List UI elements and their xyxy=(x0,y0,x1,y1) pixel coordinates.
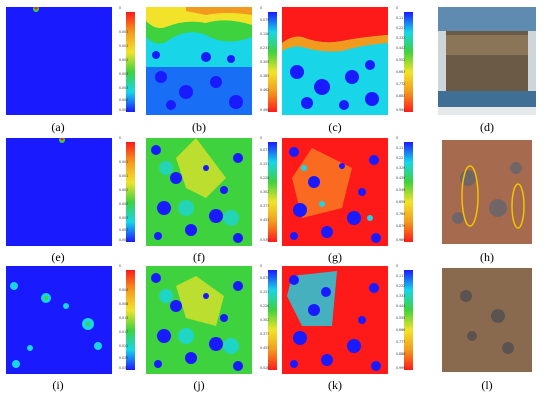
colorbar-e xyxy=(126,142,135,242)
colorbar-j xyxy=(268,270,277,370)
damage-map-b xyxy=(146,7,252,115)
caption-d: (d) xyxy=(480,120,494,134)
damage-map-a xyxy=(6,7,112,115)
damage-map-g xyxy=(282,138,388,246)
damage-map-i xyxy=(6,266,112,374)
colorbar-c xyxy=(404,12,413,112)
colorbar-b-ticks: 0 0.079 0.158 0.231 0.305 0.385 0.462 0.… xyxy=(260,6,270,112)
caption-a: (a) xyxy=(51,120,65,134)
damage-map-c xyxy=(282,7,388,115)
colorbar-g xyxy=(404,142,413,242)
colorbar-b xyxy=(268,12,277,112)
colorbar-c-ticks: 0 0.11 0.221 0.332 0.442 0.552 0.663 0.7… xyxy=(396,6,406,112)
damage-map-k xyxy=(282,266,388,374)
colorbar-f-ticks: 0 0.077 0.151 0.228 0.302 0.377 0.453 0.… xyxy=(260,136,270,242)
colorbar-j-ticks: 0 0.075 0.151 0.226 0.302 0.377 0.453 0.… xyxy=(260,264,270,370)
caption-e: (e) xyxy=(51,250,65,264)
colorbar-g-ticks: 0 0.11 0.22 0.329 0.439 0.549 0.659 0.76… xyxy=(396,136,406,242)
colorbar-i-ticks: 0 0.004 0.008 0.013 0.017 0.021 0.025 0.… xyxy=(119,264,129,370)
caption-k: (k) xyxy=(328,378,342,392)
specimen-photo-l xyxy=(438,266,536,374)
colorbar-i xyxy=(126,270,135,370)
caption-c: (c) xyxy=(328,120,342,134)
colorbar-k xyxy=(404,270,413,370)
colorbar-a xyxy=(126,12,135,112)
colorbar-k-ticks: 0 0.111 0.222 0.333 0.444 0.555 0.666 0.… xyxy=(396,264,406,370)
damage-map-e xyxy=(6,138,112,246)
caption-f: (f) xyxy=(193,250,205,264)
caption-b: (b) xyxy=(192,120,206,134)
caption-i: (i) xyxy=(52,378,64,392)
caption-l: (l) xyxy=(481,378,493,392)
colorbar-e-ticks: 0 0.001 0.001 0.002 0.002 0.003 0.003 0.… xyxy=(119,136,129,242)
caption-h: (h) xyxy=(480,250,494,264)
colorbar-a-ticks: 0 0.001 0.001 0.002 0.003 0.003 0.004 0.… xyxy=(119,6,129,112)
damage-map-j xyxy=(146,266,252,374)
caption-g: (g) xyxy=(328,250,342,264)
specimen-photo-d xyxy=(438,7,536,115)
specimen-photo-h xyxy=(438,138,536,246)
damage-map-f xyxy=(146,138,252,246)
colorbar-f xyxy=(268,142,277,242)
caption-j: (j) xyxy=(193,378,205,392)
